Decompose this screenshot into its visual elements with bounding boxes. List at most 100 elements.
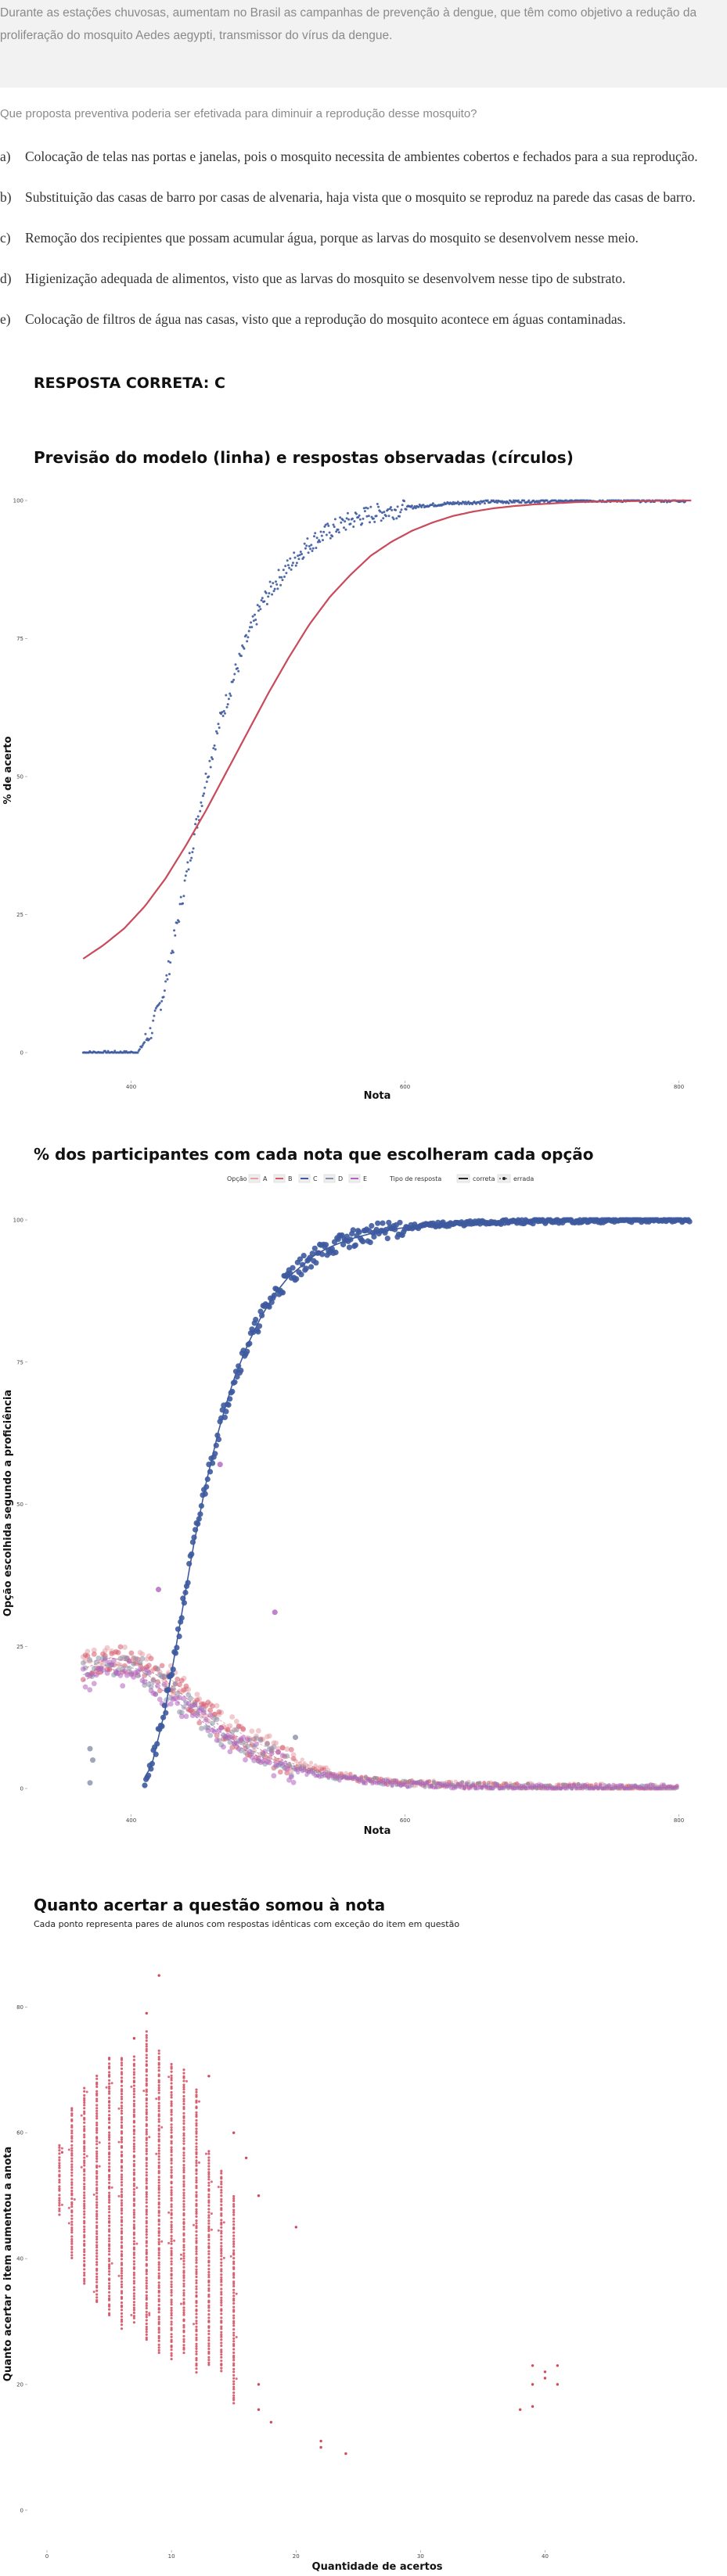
data-point [70,2235,74,2238]
outlier-point [87,1745,93,1752]
data-point [108,2178,111,2181]
data-point [70,2165,74,2169]
data-point [132,2199,135,2202]
data-point [232,2237,236,2241]
data-point [220,2172,223,2175]
data-point [207,2325,211,2328]
observed-point [399,511,402,514]
observed-point [403,500,406,503]
data-point [145,2079,148,2083]
data-point [232,2385,236,2388]
data-point [207,2273,211,2276]
data-point [157,2237,160,2241]
data-point [70,2192,74,2195]
data-point [170,2242,173,2245]
x-tick-label: 600 [400,1817,410,1824]
data-point [220,2212,223,2215]
data-point [95,2235,99,2238]
data-point [120,2187,124,2190]
data-point [220,2280,223,2284]
data-point [108,2205,111,2208]
data-point [120,2151,124,2154]
data-point [220,2183,223,2186]
data-point [257,2383,261,2386]
data-point [170,2174,173,2177]
data-point [83,2133,86,2137]
data-point [207,2276,211,2279]
correct-option-point [375,1220,381,1226]
data-point [95,2221,99,2224]
data-point [220,2273,223,2276]
observed-point [182,902,185,905]
data-point [220,2319,223,2323]
data-point [120,2285,124,2289]
data-point [83,2210,86,2213]
wrong-option-point [216,1709,222,1715]
data-point [220,2189,223,2192]
data-point [83,2090,86,2093]
observed-point [299,551,302,554]
data-point [145,2119,148,2122]
observed-point [170,952,173,955]
data-point [220,2264,223,2267]
correct-option-point [371,1233,377,1240]
data-point [232,2342,236,2346]
data-point [145,2011,148,2015]
wrong-option-point [183,1683,189,1689]
data-point [157,2307,160,2310]
data-point [108,2313,111,2316]
data-point [167,2241,171,2244]
correct-option-point [346,1244,352,1250]
data-point [108,2196,111,2199]
wrong-option-point [207,1713,214,1718]
data-point [182,2100,185,2103]
data-point [157,2323,160,2326]
data-point [120,2250,124,2253]
data-point [195,2090,198,2093]
data-point [182,2301,185,2304]
observed-point [373,520,376,523]
observed-point [229,694,232,698]
observed-point [261,597,264,600]
data-point [145,2316,148,2319]
data-point [83,2179,86,2182]
observed-point [169,961,172,964]
data-point [120,2301,124,2305]
data-point [70,2211,74,2214]
wrong-option-point [251,1757,257,1763]
data-point [157,2181,160,2184]
data-point [543,2377,547,2380]
observed-point [234,663,237,666]
data-point [95,2201,99,2204]
correct-option-point [322,1242,329,1248]
data-point [132,2062,135,2065]
wrong-option-point [155,1683,160,1689]
data-point [195,2093,198,2097]
data-point [120,2181,124,2184]
data-point [195,2342,198,2345]
data-point [105,2086,108,2089]
correct-option-point [333,1249,339,1256]
data-point [108,2092,111,2095]
data-point [145,2276,148,2280]
data-point [108,2237,111,2241]
data-point [132,2162,135,2166]
data-point [120,2204,124,2207]
data-point [95,2273,99,2276]
data-point [232,2249,236,2252]
observed-point [239,655,243,658]
data-point [220,2287,223,2291]
data-point [182,2163,185,2167]
wrong-option-point [288,1774,294,1780]
data-point [207,2176,211,2179]
wrong-option-point [455,1781,460,1786]
correct-option-point [255,1329,261,1335]
data-point [182,2126,185,2129]
wrong-option-point [324,1772,329,1777]
data-point [180,2253,182,2256]
data-point [157,2339,160,2342]
wrong-option-point [211,1728,218,1735]
data-point [207,2222,211,2225]
data-point [157,2107,160,2110]
